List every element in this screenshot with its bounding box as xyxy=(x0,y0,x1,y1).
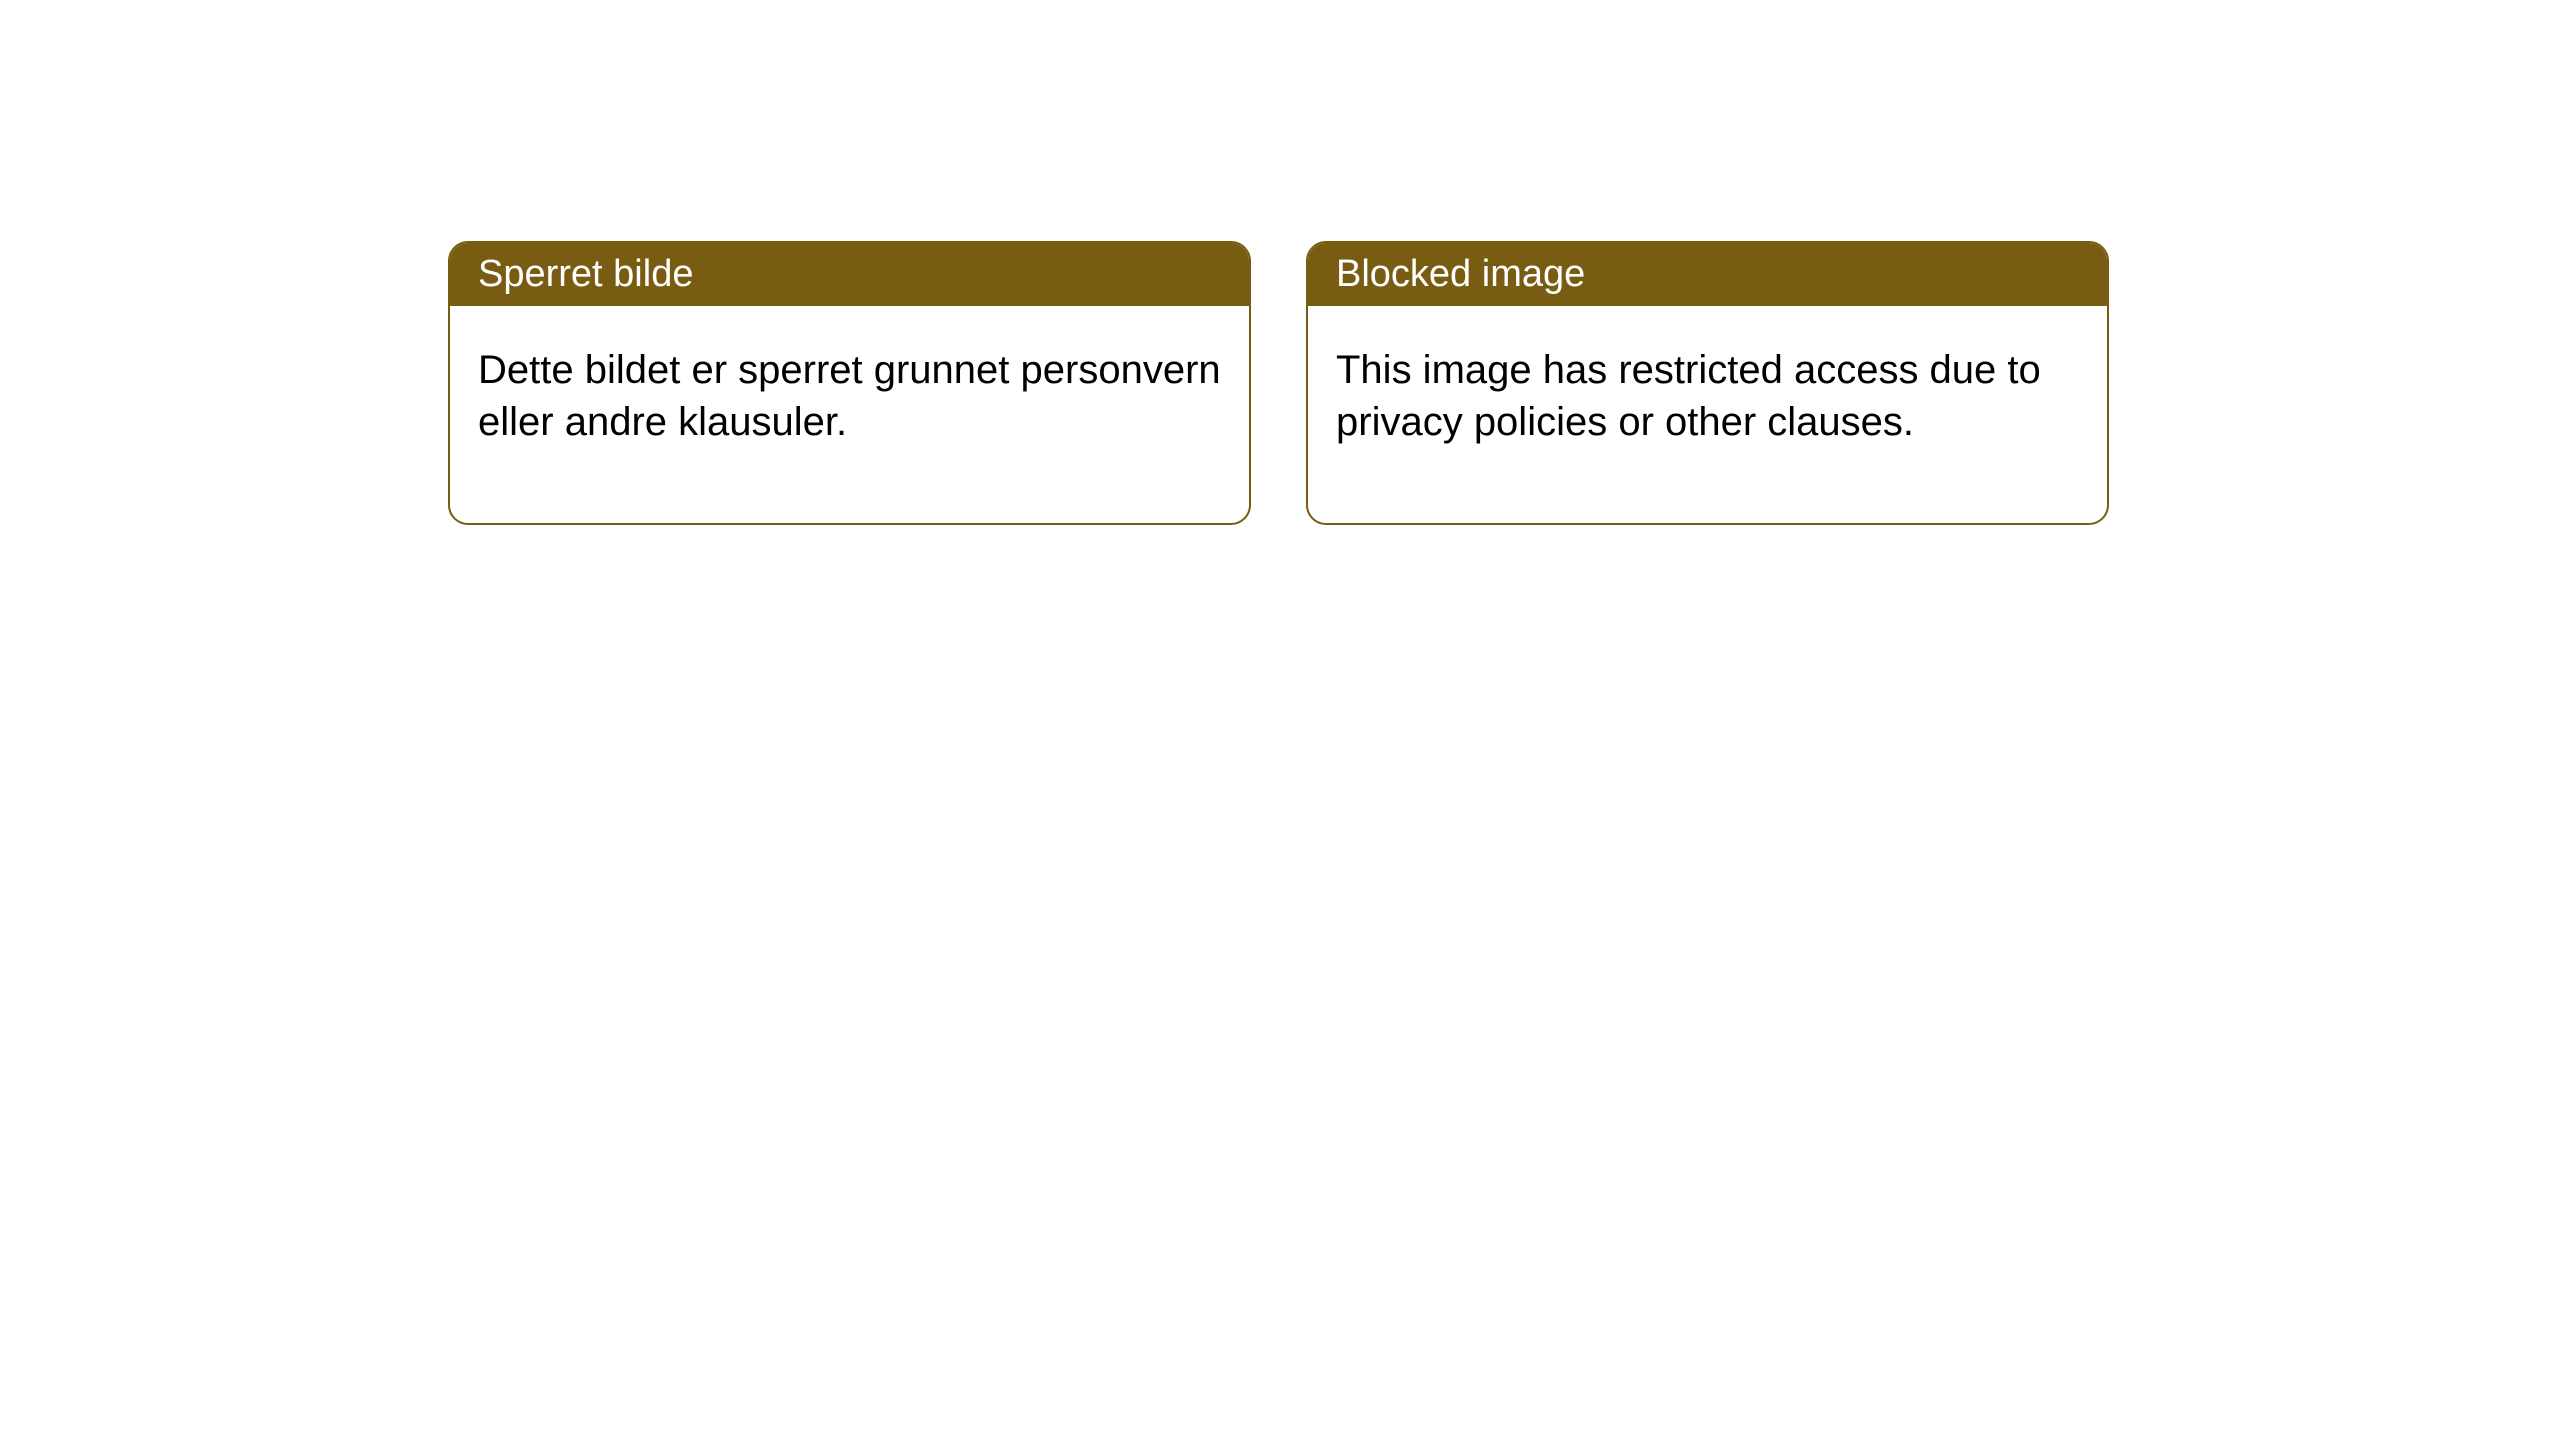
notice-header: Sperret bilde xyxy=(450,243,1249,306)
notice-header: Blocked image xyxy=(1308,243,2107,306)
notice-card-norwegian: Sperret bilde Dette bildet er sperret gr… xyxy=(448,241,1251,525)
notice-body: This image has restricted access due to … xyxy=(1308,306,2107,523)
notice-body: Dette bildet er sperret grunnet personve… xyxy=(450,306,1249,523)
notice-card-english: Blocked image This image has restricted … xyxy=(1306,241,2109,525)
notice-container: Sperret bilde Dette bildet er sperret gr… xyxy=(448,241,2109,525)
